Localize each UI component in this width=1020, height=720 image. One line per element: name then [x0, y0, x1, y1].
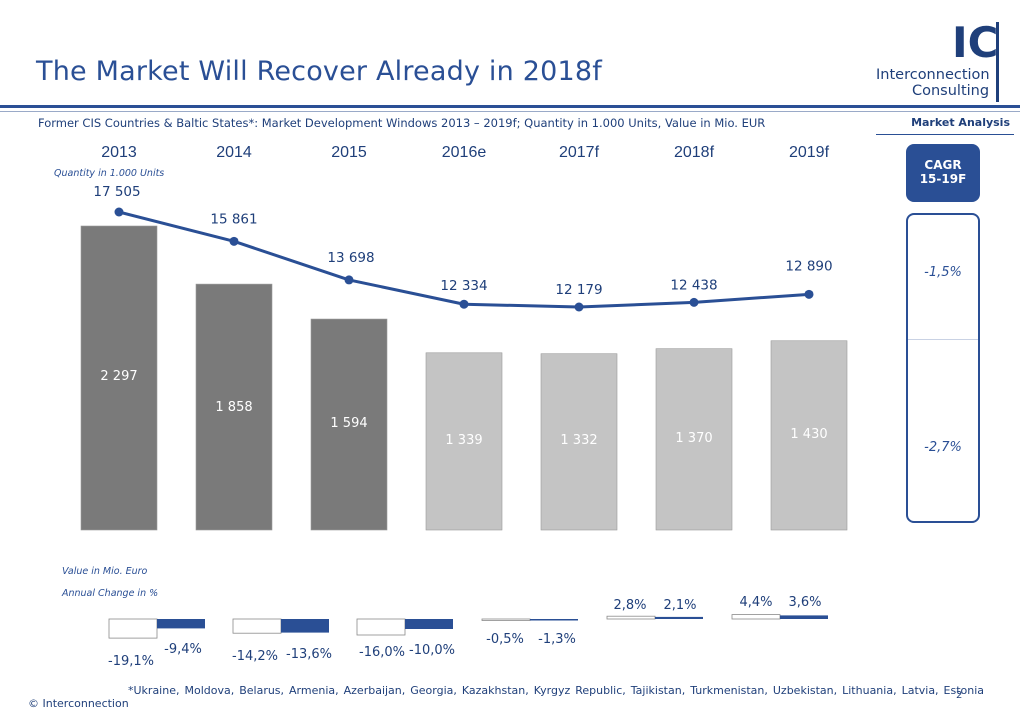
- change-bar: [530, 619, 578, 621]
- cagr-panel: [906, 213, 980, 523]
- change-bar: [281, 619, 329, 633]
- change-bar: [606, 615, 656, 620]
- change-label: 2,1%: [663, 598, 696, 613]
- change-label: -13,6%: [286, 647, 332, 662]
- logo-mark: IC: [952, 18, 999, 67]
- cagr-title-line1: CAGR: [924, 158, 962, 173]
- value-bar: [80, 225, 158, 531]
- category-label: 2013: [101, 144, 137, 161]
- section-tag-underline: [876, 134, 1014, 135]
- quantity-label-value: 12 890: [785, 258, 832, 274]
- quantity-point: [344, 275, 354, 285]
- value-bar-label: 1 430: [790, 427, 827, 442]
- change-bar: [108, 618, 158, 639]
- header-rule: [0, 105, 1020, 108]
- header-thin-rule: [0, 111, 1020, 112]
- value-bar: [310, 318, 388, 531]
- quantity-point: [574, 302, 584, 312]
- change-label: Annual Change in %: [62, 588, 159, 599]
- category-label: 2016e: [442, 144, 487, 161]
- quantity-point: [804, 289, 814, 299]
- value-bar: [540, 353, 618, 531]
- page-title: The Market Will Recover Already in 2018f: [36, 56, 602, 87]
- change-label: -19,1%: [108, 654, 154, 669]
- change-label: -14,2%: [232, 649, 278, 664]
- value-bar: [770, 340, 848, 531]
- value-bar: [425, 352, 503, 531]
- change-bar: [157, 619, 205, 629]
- change-label: -9,4%: [164, 642, 202, 657]
- value-bar-label: 1 339: [445, 433, 482, 448]
- change-bar: [481, 618, 531, 621]
- quantity-point: [689, 297, 699, 307]
- page-subtitle: Former CIS Countries & Baltic States*: M…: [38, 116, 766, 130]
- cagr-header: CAGR 15-19F: [906, 144, 980, 202]
- category-label: 2018f: [674, 144, 715, 161]
- change-label: -1,3%: [538, 632, 576, 647]
- change-bar: [356, 618, 406, 636]
- change-bar: [655, 616, 703, 619]
- category-label: 2019f: [789, 144, 830, 161]
- quantity-label-value: 13 698: [327, 250, 374, 266]
- cagr-quantity-value: -1,5%: [924, 265, 962, 280]
- quantity-point: [114, 207, 124, 217]
- change-label: 3,6%: [788, 595, 821, 610]
- category-label: 2014: [216, 144, 252, 161]
- change-label: -10,0%: [409, 643, 455, 658]
- page-number: 2: [956, 690, 963, 701]
- logo-bar: [996, 22, 999, 102]
- change-label: 4,4%: [739, 595, 772, 610]
- quantity-point: [229, 236, 239, 246]
- logo-line2: Consulting: [912, 83, 990, 99]
- value-label: Value in Mio. Euro: [62, 566, 148, 577]
- quantity-label-value: 12 334: [440, 278, 487, 294]
- value-bar-label: 1 594: [330, 416, 367, 431]
- cagr-title-line2: 15-19F: [919, 172, 967, 186]
- category-label: 2017f: [559, 144, 600, 161]
- change-label: 2,8%: [613, 598, 646, 613]
- quantity-label-value: 12 179: [555, 282, 602, 298]
- value-bar: [195, 283, 273, 531]
- value-bar-label: 1 370: [675, 431, 712, 446]
- value-bar: [655, 348, 733, 531]
- quantity-point: [459, 299, 469, 309]
- copyright: © Interconnection: [28, 697, 129, 710]
- change-bar: [405, 619, 453, 629]
- cagr-divider: [908, 339, 978, 340]
- change-bar: [731, 614, 781, 620]
- quantity-label: Quantity in 1.000 Units: [54, 168, 165, 179]
- value-bar-label: 1 858: [215, 400, 252, 415]
- section-tag: Market Analysis: [911, 116, 1010, 129]
- value-bar-label: 2 297: [100, 369, 137, 384]
- change-bar: [232, 618, 282, 634]
- value-bar-label: 1 332: [560, 433, 597, 448]
- category-label: 2015: [331, 144, 367, 161]
- logo-line1: Interconnection: [876, 67, 990, 83]
- change-label: -0,5%: [486, 632, 524, 647]
- cagr-value-value: -2,7%: [924, 440, 962, 455]
- footnote: *Ukraine, Moldova, Belarus, Armenia, Aze…: [128, 684, 985, 697]
- change-label: -16,0%: [359, 645, 405, 660]
- change-bar: [780, 615, 828, 619]
- quantity-label-value: 17 505: [93, 184, 140, 200]
- quantity-label-value: 12 438: [670, 277, 717, 293]
- quantity-label-value: 15 861: [210, 211, 257, 227]
